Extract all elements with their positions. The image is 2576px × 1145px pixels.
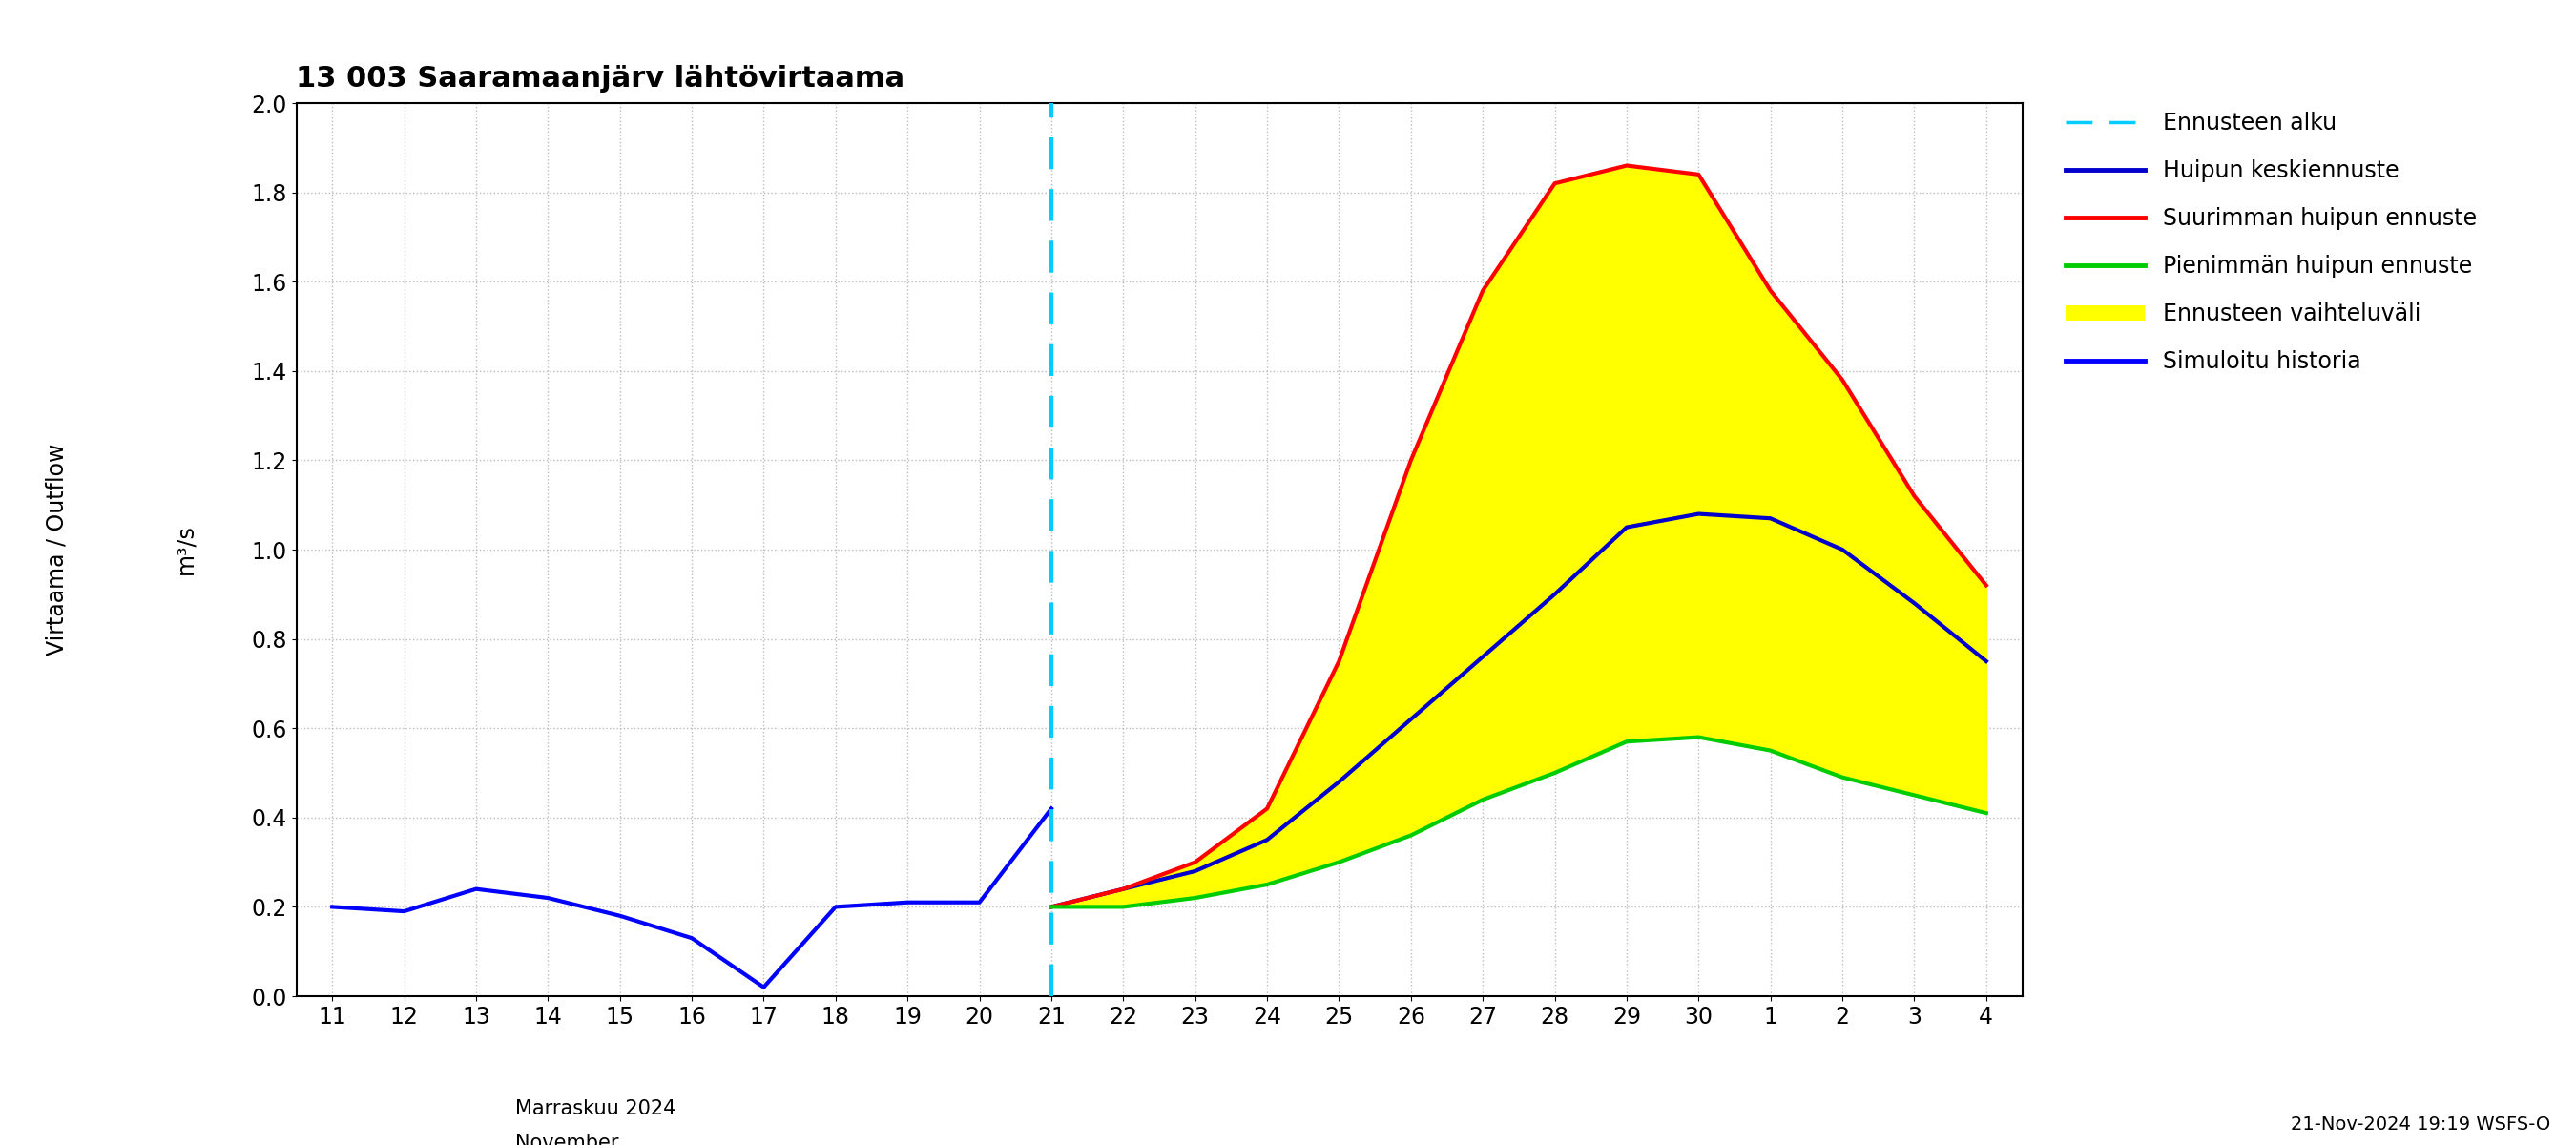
Text: Marraskuu 2024: Marraskuu 2024 bbox=[515, 1099, 675, 1119]
Text: 13 003 Saaramaanjärv lähtövirtaama: 13 003 Saaramaanjärv lähtövirtaama bbox=[296, 65, 904, 93]
Text: Virtaama / Outflow: Virtaama / Outflow bbox=[46, 443, 67, 656]
Legend: Ennusteen alku, Huipun keskiennuste, Suurimman huipun ennuste, Pienimmän huipun : Ennusteen alku, Huipun keskiennuste, Suu… bbox=[2056, 103, 2486, 382]
Text: November: November bbox=[515, 1134, 618, 1145]
Text: m³/s: m³/s bbox=[175, 524, 196, 575]
Text: 21-Nov-2024 19:19 WSFS-O: 21-Nov-2024 19:19 WSFS-O bbox=[2290, 1115, 2550, 1134]
